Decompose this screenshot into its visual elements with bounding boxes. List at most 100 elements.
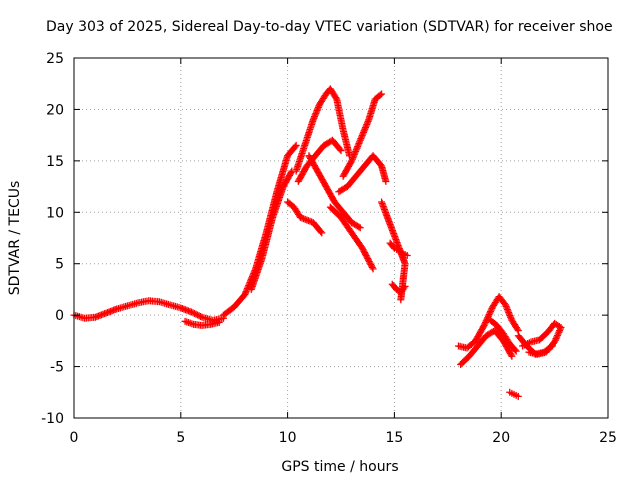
data-point-interp xyxy=(487,308,495,316)
data-point-interp xyxy=(347,158,355,166)
data-point-interp xyxy=(361,124,369,132)
tick-layer: 0 5 10 15 20 25 -10 -5 0 5 10 15 20 25 xyxy=(41,51,617,446)
x-tick-label: 5 xyxy=(176,430,185,446)
data-point xyxy=(292,141,300,149)
data-point-interp xyxy=(485,311,493,319)
data-point-interp xyxy=(317,228,325,236)
data-point-interp xyxy=(363,120,371,128)
y-tick-label: 0 xyxy=(55,308,64,324)
data-point-interp xyxy=(547,343,555,351)
data-point xyxy=(348,157,356,165)
data-point xyxy=(318,229,326,237)
data-point-interp xyxy=(197,312,205,320)
y-tick-label: 20 xyxy=(46,102,64,118)
chart-title: Day 303 of 2025, Sidereal Day-to-day VTE… xyxy=(46,19,613,35)
data-point-interp xyxy=(291,143,299,151)
data-point-interp xyxy=(192,310,200,318)
x-tick-label: 15 xyxy=(385,430,403,446)
data-point-interp xyxy=(555,328,563,336)
x-tick-label: 10 xyxy=(279,430,297,446)
y-tick-label: 25 xyxy=(46,51,64,67)
data-point-interp xyxy=(554,330,562,338)
data-point xyxy=(403,251,411,259)
data-point-interp xyxy=(354,143,362,151)
data-point-interp xyxy=(189,309,197,317)
y-axis-label: SDTVAR / TECUs xyxy=(7,181,23,296)
data-point-interp xyxy=(376,91,384,99)
data-point-interp xyxy=(368,263,376,271)
y-tick-label: 15 xyxy=(46,154,64,170)
data-point xyxy=(548,342,556,350)
data-point-interp xyxy=(332,94,340,102)
data-point xyxy=(382,177,390,185)
x-axis-label: GPS time / hours xyxy=(281,459,398,475)
data-point xyxy=(512,347,520,355)
x-tick-label: 20 xyxy=(492,430,510,446)
data-point-interp xyxy=(511,346,519,354)
y-tick-label: -10 xyxy=(41,411,64,427)
data-point-interp xyxy=(351,149,359,157)
data-point-interp xyxy=(363,119,371,127)
data-point-interp xyxy=(556,325,564,333)
data-point-interp xyxy=(360,128,368,136)
data-point xyxy=(508,352,516,360)
data-point xyxy=(356,136,364,144)
data-point xyxy=(480,321,488,329)
data-point-interp xyxy=(356,138,364,146)
data-point xyxy=(378,198,386,206)
data-point-interp xyxy=(194,311,202,319)
data-point-interp xyxy=(360,127,368,135)
data-point xyxy=(187,308,195,316)
data-layer xyxy=(70,85,565,400)
x-tick-label: 25 xyxy=(599,430,617,446)
y-tick-label: 10 xyxy=(46,205,64,221)
data-point-interp xyxy=(362,122,370,130)
data-point-interp xyxy=(353,144,361,152)
data-point-interp xyxy=(556,327,564,335)
data-point xyxy=(557,323,565,331)
data-point-interp xyxy=(191,310,199,318)
data-point-interp xyxy=(350,152,358,160)
data-point-interp xyxy=(484,312,492,320)
data-point-interp xyxy=(336,145,344,153)
data-point-interp xyxy=(348,155,356,163)
data-point-interp xyxy=(352,147,360,155)
data-point xyxy=(378,90,386,98)
data-point-interp xyxy=(354,141,362,149)
data-point-interp xyxy=(357,135,365,143)
data-point-interp xyxy=(486,309,494,317)
data-point-interp xyxy=(287,169,295,177)
data-point-interp xyxy=(195,312,203,320)
data-point xyxy=(356,224,364,232)
y-tick-label: 5 xyxy=(55,257,64,273)
data-point-interp xyxy=(355,223,363,231)
data-point-interp xyxy=(358,132,366,140)
data-point-interp xyxy=(481,320,489,328)
data-point-interp xyxy=(482,318,490,326)
data-point-interp xyxy=(487,306,495,314)
plot-frame xyxy=(73,57,609,419)
data-point-interp xyxy=(364,117,372,125)
data-point-interp xyxy=(350,151,358,159)
data-point-interp xyxy=(355,139,363,147)
grid-layer xyxy=(74,58,608,418)
data-point xyxy=(337,147,345,155)
data-point-interp xyxy=(358,133,366,141)
data-point-interp xyxy=(552,335,560,343)
data-point-interp xyxy=(488,304,496,312)
data-point-interp xyxy=(513,325,521,333)
data-point-interp xyxy=(359,130,367,138)
data-point-interp xyxy=(553,331,561,339)
data-point xyxy=(215,318,223,326)
data-point xyxy=(369,265,377,273)
data-point xyxy=(514,392,522,400)
x-tick-label: 0 xyxy=(70,430,79,446)
data-point-interp xyxy=(553,333,561,341)
data-point-interp xyxy=(361,125,369,133)
data-point-interp xyxy=(483,315,491,323)
y-tick-label: -5 xyxy=(50,360,64,376)
data-point-interp xyxy=(349,154,357,162)
data-point-interp xyxy=(507,351,515,359)
data-point-interp xyxy=(352,146,360,154)
